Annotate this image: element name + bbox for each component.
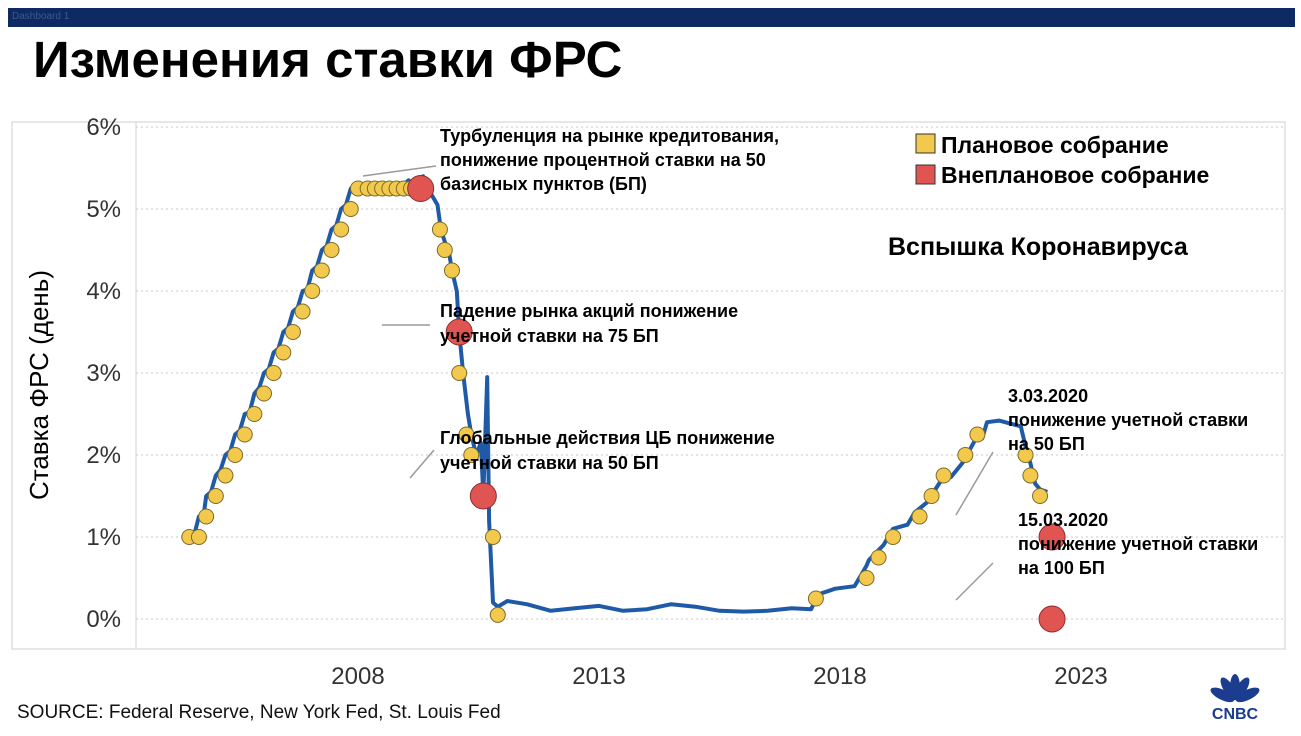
leader-line-0	[362, 165, 437, 177]
x-tick-labels: 2008 2013 2018 2023	[331, 663, 1107, 690]
annotation-4: 3.03.2020 понижение учетной ставки на 50 Б…	[1008, 386, 1248, 454]
scheduled-meeting-point-10	[275, 344, 292, 361]
y-tick-label-6: 6%	[86, 114, 121, 141]
grid-lines	[136, 126, 1283, 620]
legend-swatch-scheduled	[915, 133, 936, 154]
scheduled-meeting-point-29	[443, 262, 460, 279]
scheduled-meeting-point-30	[451, 365, 468, 381]
y-axis-label: Ставка ФРС (день)	[24, 270, 54, 500]
page-title: Изменения ставки ФРС	[33, 31, 623, 88]
header-bar: Dashboard 1	[8, 8, 1295, 27]
annotation-5-line-2: на 100 БП	[1018, 558, 1105, 578]
scheduled-meeting-point-14	[313, 262, 330, 279]
scheduled-meeting-point-35	[807, 590, 824, 607]
scheduled-meeting-point-34	[489, 606, 506, 623]
scheduled-meeting-point-6	[236, 426, 253, 443]
y-tick-labels: 0% 1% 2% 3% 4% 5% 6%	[86, 114, 121, 633]
annotations: Турбуленция на рынке кредитования, пониже…	[440, 126, 1258, 578]
x-tick-label-3: 2023	[1054, 663, 1107, 690]
scheduled-meeting-point-40	[923, 488, 940, 504]
scheduled-meeting-point-42	[957, 447, 974, 463]
legend: Плановое собрание Внеплановое собрание	[915, 132, 1209, 188]
scheduled-meeting-point-17	[342, 201, 359, 217]
annotation-2: Падение рынка акций понижение учетной ста…	[440, 301, 738, 346]
scheduled-meeting-point-13	[304, 283, 321, 299]
x-tick-label-1: 2013	[572, 663, 625, 690]
scheduled-meeting-point-3	[207, 488, 224, 504]
scheduled-meeting-point-39	[911, 508, 928, 525]
annotation-0-line-0: Турбуленция на рынке кредитования,	[440, 126, 779, 146]
annotation-0-line-1: понижение процентной ставки на 50	[440, 150, 766, 170]
annotation-0-line-2: базисных пунктов (БП)	[440, 174, 647, 194]
scheduled-meeting-point-28	[436, 242, 453, 258]
y-tick-label-1: 1%	[86, 524, 121, 551]
annotation-4-line-1: понижение учетной ставки	[1008, 410, 1248, 430]
unscheduled-meeting-point-0	[407, 175, 435, 202]
source-note: SOURCE: Federal Reserve, New York Fed, S…	[17, 702, 501, 723]
scheduled-meeting-point-41	[935, 467, 952, 484]
leader-line-4	[955, 562, 994, 601]
legend-label-scheduled: Плановое собрание	[941, 132, 1169, 158]
annotation-0: Турбуленция на рынке кредитования, пониже…	[440, 126, 779, 194]
annotation-5-line-0: 15.03.2020	[1018, 510, 1108, 530]
scheduled-meeting-point-45	[1022, 467, 1039, 484]
scheduled-meeting-point-7	[246, 406, 263, 422]
annotation-3: Глобальные действия ЦБ понижение учетной …	[440, 428, 775, 473]
x-tick-label-0: 2008	[331, 663, 384, 690]
unscheduled-meeting-point-2	[469, 482, 497, 510]
scheduled-meeting-point-32	[463, 447, 480, 463]
annotation-5-line-1: понижение учетной ставки	[1018, 534, 1258, 554]
scheduled-meeting-point-8	[256, 385, 273, 402]
scheduled-meeting-point-2	[198, 508, 215, 525]
annotation-1: Вспышка Коронавируса	[888, 233, 1189, 261]
y-tick-label-5: 5%	[86, 196, 121, 223]
cnbc-peacock-logo: CNBC	[1210, 674, 1260, 723]
annotation-3-line-1: учетной ставки на 50 БП	[440, 453, 659, 473]
scheduled-meeting-markers	[181, 180, 1049, 623]
annotation-1-line-0: Вспышка Коронавируса	[888, 233, 1189, 261]
scheduled-meeting-point-1	[190, 529, 207, 545]
y-tick-label-2: 2%	[86, 442, 121, 469]
annotation-4-line-0: 3.03.2020	[1008, 386, 1088, 406]
unscheduled-meeting-markers	[407, 175, 1066, 633]
scheduled-meeting-point-11	[284, 324, 301, 340]
scheduled-meeting-point-46	[1032, 488, 1049, 504]
scheduled-meeting-point-5	[227, 447, 244, 463]
scheduled-meeting-point-44	[1017, 447, 1034, 463]
leader-line-2	[409, 449, 435, 479]
scheduled-meeting-point-38	[885, 529, 902, 545]
unscheduled-meeting-point-1	[445, 318, 473, 346]
scheduled-meeting-point-16	[333, 221, 350, 238]
scheduled-meeting-point-31	[458, 426, 475, 443]
dashboard-tab-label[interactable]: Dashboard 1	[12, 11, 70, 22]
scheduled-meeting-point-36	[858, 570, 875, 586]
unscheduled-meeting-point-4	[1038, 605, 1066, 633]
scheduled-meeting-point-37	[870, 549, 887, 566]
scheduled-meeting-point-15	[323, 242, 340, 258]
annotation-3-line-0: Глобальные действия ЦБ понижение	[440, 428, 775, 448]
scheduled-meeting-point-12	[294, 303, 311, 320]
scheduled-meeting-point-4	[217, 467, 234, 484]
legend-label-unscheduled: Внеплановое собрание	[941, 162, 1209, 188]
scheduled-meeting-point-27	[431, 221, 448, 238]
leader-line-3	[955, 451, 994, 516]
annotation-4-line-2: на 50 БП	[1008, 434, 1085, 454]
x-tick-label-2: 2018	[813, 663, 866, 690]
scheduled-meeting-point-33	[484, 529, 501, 545]
y-tick-label-0: 0%	[86, 606, 121, 633]
legend-swatch-unscheduled	[915, 164, 936, 185]
annotation-2-line-1: учетной ставки на 75 БП	[440, 326, 659, 346]
y-tick-label-3: 3%	[86, 360, 121, 387]
annotation-2-line-0: Падение рынка акций понижение	[440, 301, 738, 321]
unscheduled-meeting-point-3	[1038, 523, 1066, 551]
logo-text: CNBC	[1212, 706, 1259, 723]
scheduled-meeting-point-43	[969, 426, 986, 443]
chart-area-border	[11, 121, 1286, 650]
scheduled-meeting-point-9	[265, 365, 282, 381]
annotation-leader-lines	[362, 165, 994, 601]
annotation-5: 15.03.2020 понижение учетной ставки на 100…	[1018, 510, 1258, 578]
y-tick-label-4: 4%	[86, 278, 121, 305]
